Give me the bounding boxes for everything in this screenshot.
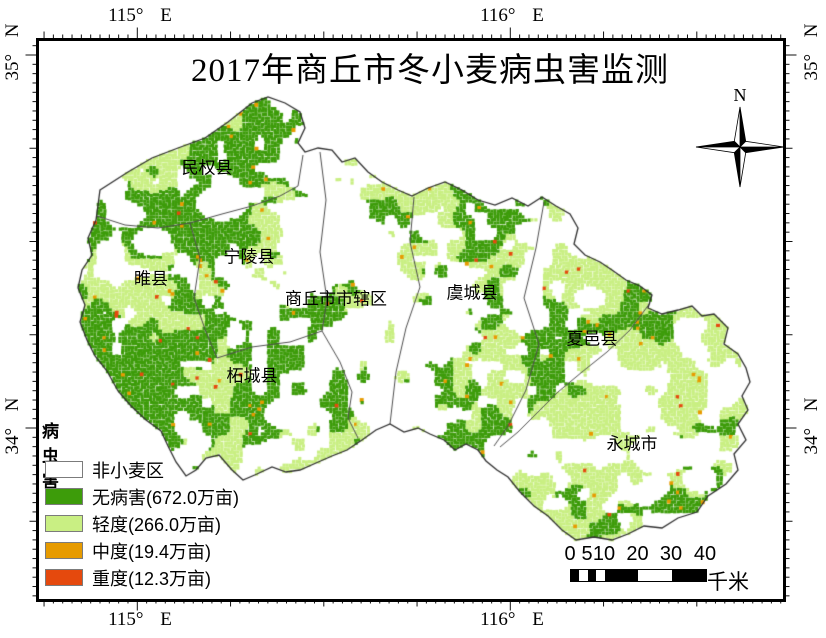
legend-swatch-medium — [45, 542, 83, 559]
map-region-label: 宁陵县 — [223, 247, 275, 267]
map-frame — [36, 38, 786, 602]
lon-label-top-115: 115° E — [108, 5, 172, 26]
map-region-label: 夏邑县 — [566, 329, 618, 349]
legend-item: 非小麦区 — [45, 460, 164, 481]
scale-bar — [570, 569, 707, 582]
lat-label-right-34: 34° N — [801, 397, 822, 455]
map-region-label: 虞城县 — [446, 283, 498, 303]
legend-swatch-nonwheat — [45, 461, 83, 478]
scale-bar-labels: 0 5 10 20 30 40 — [564, 543, 717, 565]
legend-title: 病虫害 — [42, 422, 59, 491]
map-title: 2017年商丘市冬小麦病虫害监测 — [191, 53, 669, 89]
north-arrow-icon: N — [695, 85, 785, 188]
legend-item: 轻度(266.0万亩) — [45, 514, 221, 535]
scale-bar-unit: 千米 — [707, 570, 749, 594]
legend-swatch-light — [45, 515, 83, 532]
lon-label-bottom-115: 115° E — [108, 609, 172, 630]
lon-label-bottom-116: 116° E — [480, 609, 544, 630]
lat-label-left-35: 35° N — [2, 23, 23, 81]
lat-label-left-34: 34° N — [2, 397, 23, 455]
north-arrow-label: N — [734, 85, 747, 105]
map-region-label: 柘城县 — [226, 366, 278, 386]
legend-swatch-severe — [45, 569, 83, 586]
lon-label-top-116: 116° E — [480, 5, 544, 26]
map-region-label: 商丘市市辖区 — [285, 289, 387, 309]
lat-label-right-35: 35° N — [801, 23, 822, 81]
legend-item: 重度(12.3万亩) — [45, 568, 211, 589]
map-region-label: 睢县 — [134, 269, 168, 289]
map-region-label: 永城市 — [606, 434, 658, 454]
legend-item: 中度(19.4万亩) — [45, 541, 211, 562]
map-region-label: 民权县 — [181, 158, 233, 178]
legend-swatch-healthy — [45, 488, 83, 505]
legend-item: 无病害(672.0万亩) — [45, 487, 239, 508]
